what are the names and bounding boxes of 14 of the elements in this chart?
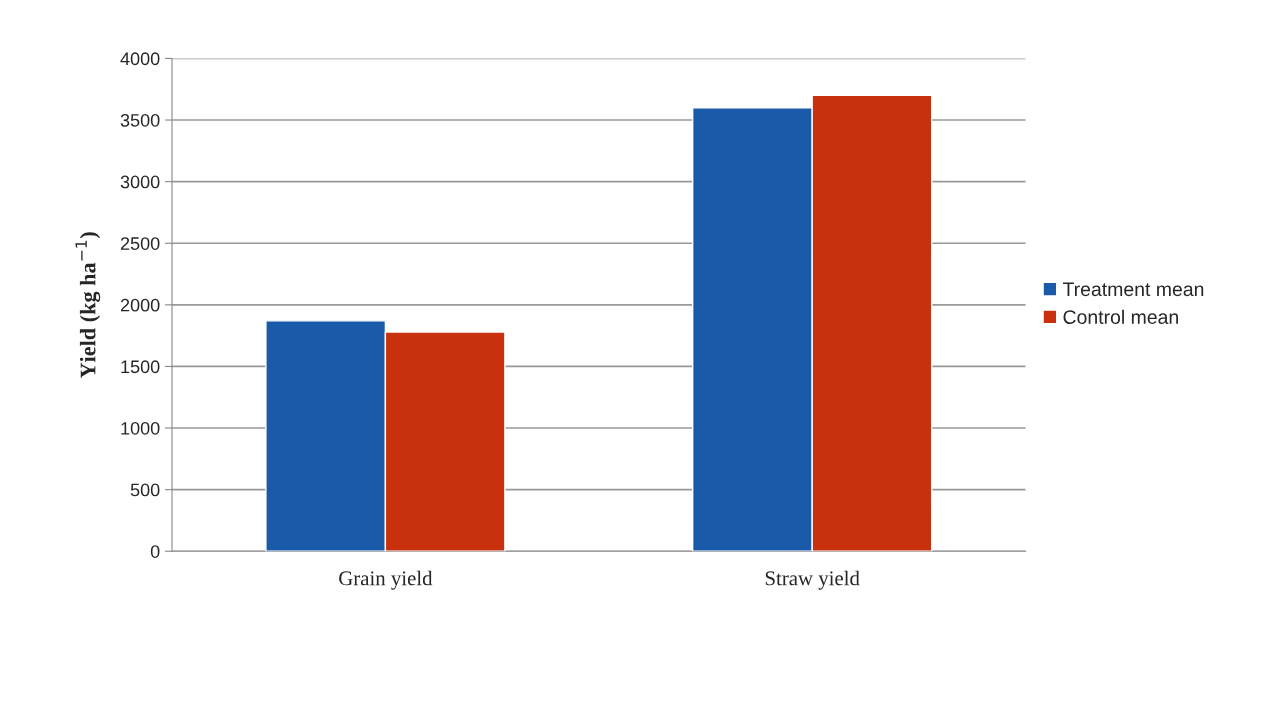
y-tick-label: 2000 — [120, 298, 160, 312]
y-axis-title: Yield (kg ha$^{−1}$) — [75, 232, 101, 379]
y-tick-label: 1500 — [121, 360, 160, 374]
x-tick-label: Grain yield — [339, 570, 433, 590]
y-tick-label: 3000 — [120, 175, 160, 189]
y-tick-label: 0 — [150, 545, 160, 558]
y-tick-label: 1000 — [121, 421, 160, 435]
y-tick-label: 2500 — [120, 237, 160, 250]
x-tick-label: Straw yield — [765, 570, 860, 590]
y-tick-label: 500 — [130, 483, 160, 497]
y-tick-label: 3500 — [120, 113, 160, 127]
legend-label: Treatment mean — [1062, 282, 1204, 297]
y-tick-label: 4000 — [120, 52, 160, 66]
legend-label: Control mean — [1063, 309, 1178, 324]
